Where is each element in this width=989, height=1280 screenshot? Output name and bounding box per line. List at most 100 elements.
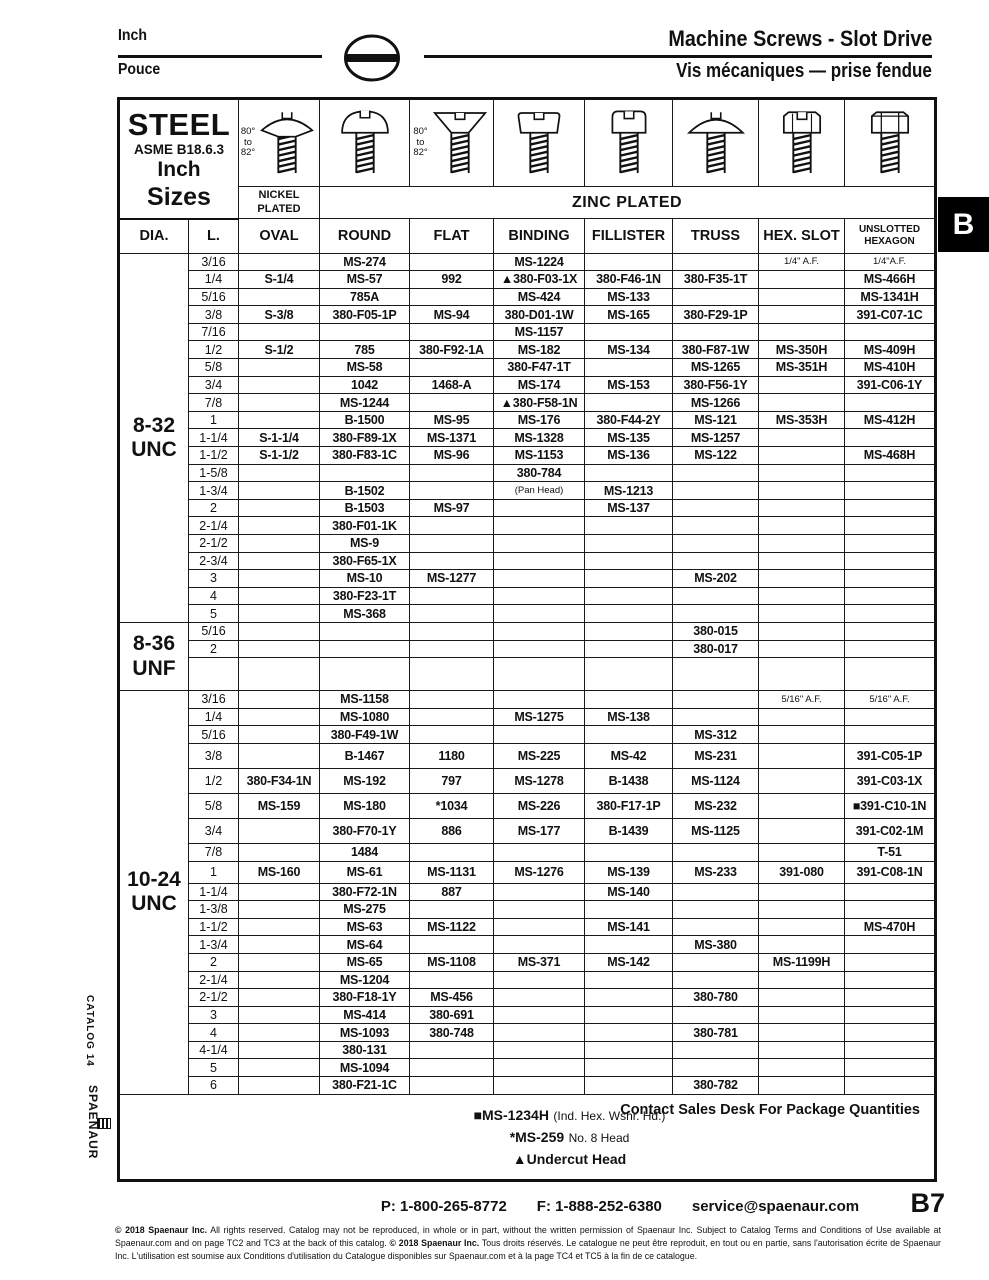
slot-drive-icon bbox=[344, 34, 400, 82]
part-number-cell bbox=[584, 569, 673, 588]
part-number-cell bbox=[409, 1058, 494, 1078]
part-number-cell bbox=[493, 1005, 585, 1025]
part-number-cell: MS-65 bbox=[319, 952, 410, 972]
part-number-cell: MS-9 bbox=[319, 534, 410, 553]
part-number-cell bbox=[844, 725, 936, 744]
fillister-head-screw-cell bbox=[584, 98, 673, 187]
part-number-cell: (Pan Head) bbox=[493, 481, 585, 500]
part-number-cell bbox=[493, 621, 585, 641]
part-number-cell: MS-233 bbox=[672, 860, 759, 884]
part-number-cell: MS-1257 bbox=[672, 428, 759, 448]
unslotted-hexagon-screw-cell bbox=[844, 98, 936, 187]
part-number-cell bbox=[844, 657, 936, 692]
part-number-cell: 380-784 bbox=[493, 463, 585, 483]
copyright-text: © 2018 Spaenaur Inc. All rights reserved… bbox=[115, 1224, 941, 1263]
part-number-cell bbox=[584, 657, 673, 692]
part-number-cell: 1484 bbox=[319, 842, 410, 862]
table-row: 5 MS-1094 bbox=[119, 1058, 936, 1078]
part-number-cell bbox=[238, 498, 320, 518]
length-cell: 4 bbox=[188, 1023, 239, 1042]
part-number-cell bbox=[493, 604, 585, 623]
part-number-cell: 380-F44-2Y bbox=[584, 410, 673, 430]
part-number-cell: B-1500 bbox=[319, 410, 410, 430]
part-number-cell bbox=[758, 621, 845, 641]
part-number-cell: MS-1157 bbox=[493, 322, 585, 342]
round-head-screw-icon bbox=[335, 104, 395, 182]
part-number-cell bbox=[758, 446, 845, 465]
part-number-cell bbox=[319, 463, 410, 483]
table-row: 2 B-1503 MS-97 MS-137 bbox=[119, 498, 936, 518]
part-number-cell bbox=[493, 569, 585, 588]
part-number-cell: 380-F56-1Y bbox=[672, 375, 759, 395]
part-number-cell: 380-F92-1A bbox=[409, 340, 494, 360]
part-number-cell bbox=[493, 917, 585, 937]
part-number-cell bbox=[238, 287, 320, 307]
column-header-binding: BINDING bbox=[493, 218, 585, 254]
part-number-cell: B-1467 bbox=[319, 742, 410, 769]
length-cell: 1/4 bbox=[188, 270, 239, 289]
note-ms-1234h: ■MS-1234H (Ind. Hex. Wshr. Hd.) bbox=[205, 1107, 934, 1125]
part-number-cell bbox=[584, 516, 673, 535]
part-number-cell: MS-350H bbox=[758, 340, 845, 360]
part-number-cell bbox=[758, 767, 845, 794]
column-header-unslotted-hexagon: UNSLOTTED HEXAGON bbox=[844, 218, 936, 254]
table-row: 1/2 S-1/2 785 380-F92-1A MS-182 MS-134 380-F87… bbox=[119, 340, 936, 360]
table-row: 2-1/4 MS-1204 bbox=[119, 970, 936, 990]
part-number-cell bbox=[238, 551, 320, 571]
part-number-cell bbox=[409, 604, 494, 623]
part-number-cell bbox=[758, 586, 845, 606]
part-number-cell: MS-410H bbox=[844, 358, 936, 377]
part-number-cell bbox=[672, 252, 759, 272]
part-number-cell: 391-C07-1C bbox=[844, 305, 936, 324]
part-number-cell bbox=[238, 900, 320, 919]
part-number-cell: MS-64 bbox=[319, 935, 410, 954]
part-number-cell bbox=[844, 882, 936, 902]
part-number-cell: 886 bbox=[409, 817, 494, 844]
note-code: ■MS-1234H bbox=[473, 1107, 549, 1124]
part-number-cell: MS-1328 bbox=[493, 428, 585, 448]
length-cell bbox=[188, 657, 239, 692]
part-number-cell: 380-782 bbox=[672, 1076, 759, 1095]
column-header-truss: TRUSS bbox=[672, 218, 759, 254]
part-number-cell bbox=[844, 621, 936, 641]
column-header-flat: FLAT bbox=[409, 218, 494, 254]
part-number-cell bbox=[844, 639, 936, 659]
part-number-cell bbox=[758, 1058, 845, 1078]
table-row: 1/4 MS-1080 MS-1275 MS-138 bbox=[119, 707, 936, 727]
part-number-cell bbox=[409, 707, 494, 727]
part-number-cell: 380-017 bbox=[672, 639, 759, 659]
table-row bbox=[119, 657, 936, 692]
part-number-cell: 380-F23-1T bbox=[319, 586, 410, 606]
part-number-cell bbox=[672, 1005, 759, 1025]
length-cell: 1/2 bbox=[188, 340, 239, 360]
part-number-cell bbox=[238, 516, 320, 535]
part-number-cell bbox=[238, 1058, 320, 1078]
part-number-cell bbox=[409, 621, 494, 641]
part-number-cell bbox=[672, 1040, 759, 1060]
part-number-cell: MS-135 bbox=[584, 428, 673, 448]
part-number-cell bbox=[238, 690, 320, 709]
part-number-cell: 380-F34-1N bbox=[238, 767, 320, 794]
length-cell: 3/4 bbox=[188, 375, 239, 395]
part-number-cell bbox=[672, 657, 759, 692]
part-number-cell: MS-1371 bbox=[409, 428, 494, 448]
material-label: STEEL bbox=[127, 107, 231, 143]
part-number-cell bbox=[493, 725, 585, 744]
part-number-cell bbox=[238, 1040, 320, 1060]
part-number-cell bbox=[584, 988, 673, 1007]
part-number-cell: MS-96 bbox=[409, 446, 494, 465]
part-number-cell bbox=[844, 481, 936, 500]
part-number-cell bbox=[758, 970, 845, 990]
round-head-screw-cell bbox=[319, 98, 410, 187]
part-number-cell bbox=[844, 935, 936, 954]
part-number-cell bbox=[758, 1005, 845, 1025]
part-number-cell: MS-95 bbox=[409, 410, 494, 430]
part-number-cell bbox=[844, 551, 936, 571]
part-number-cell: MS-137 bbox=[584, 498, 673, 518]
length-cell: 2 bbox=[188, 952, 239, 972]
part-number-cell: ▲380-F58-1N bbox=[493, 393, 585, 412]
part-number-cell: MS-61 bbox=[319, 860, 410, 884]
part-number-cell: MS-165 bbox=[584, 305, 673, 324]
part-number-cell bbox=[844, 988, 936, 1007]
table-row: 2-3/4 380-F65-1X bbox=[119, 551, 936, 571]
